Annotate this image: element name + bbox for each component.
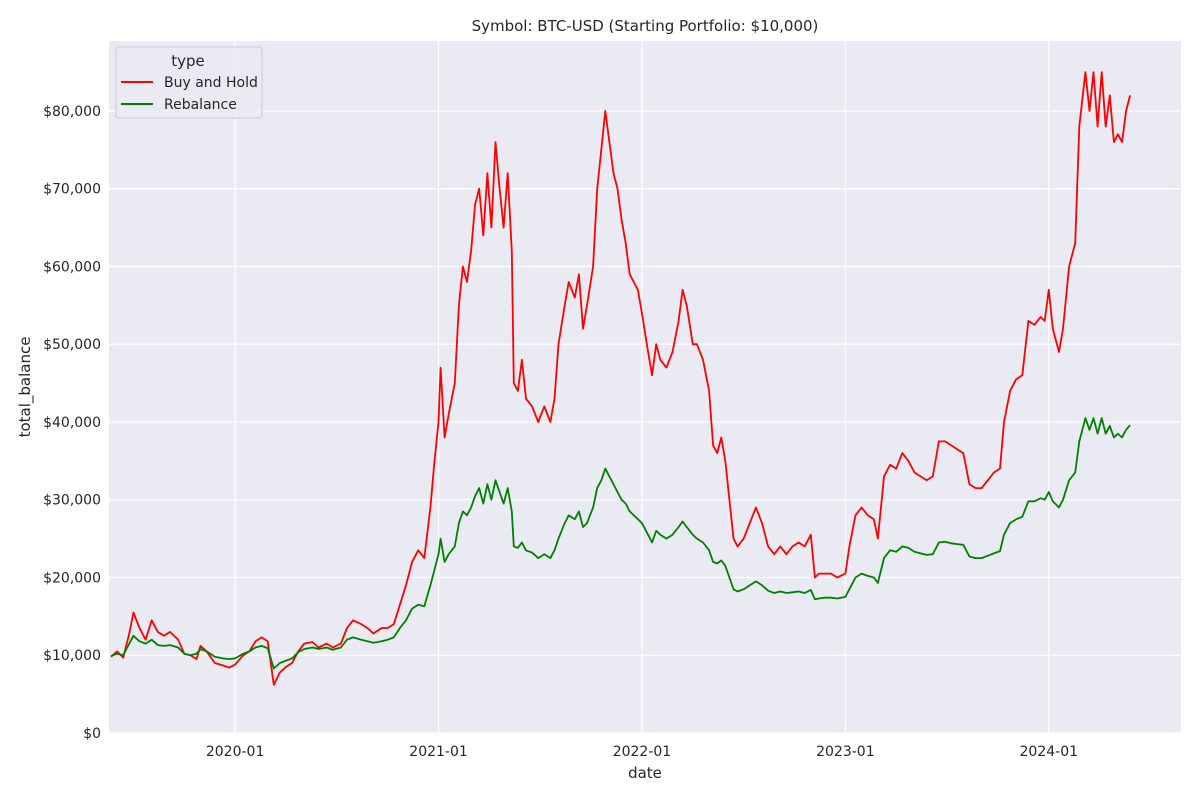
legend: type Buy and Hold Rebalance [115,46,263,119]
legend-title: type [171,52,205,70]
x-axis-label: date [628,764,662,782]
grid-layer [109,41,1181,734]
y-tick-label: $30,000 [43,493,101,509]
x-tick-label: 2024-01 [1020,744,1079,760]
series-layer [110,71,1131,686]
y-tick-label: $50,000 [43,337,101,353]
x-tick-label: 2023-01 [816,744,875,760]
y-tick-label: $20,000 [43,570,101,586]
y-tick-label: $80,000 [43,104,101,120]
x-tick-label: 2021-01 [409,744,468,760]
plot-area [109,41,1181,733]
x-tick-label: 2022-01 [613,744,672,760]
legend-box [115,46,263,119]
series-line-buy-and-hold [110,71,1131,686]
x-tick-label: 2020-01 [206,744,265,760]
y-tick-label: $0 [83,726,101,742]
y-tick-label: $10,000 [43,648,101,664]
y-axis-label: total_balance [16,337,35,438]
y-tick-label: $40,000 [43,415,101,431]
legend-label-rebalance: Rebalance [164,97,237,113]
legend-label-buy-and-hold: Buy and Hold [164,75,258,91]
y-tick-label: $60,000 [43,259,101,275]
y-tick-label: $70,000 [43,182,101,198]
series-line-rebalance [110,417,1131,670]
tick-layer: $0 $10,000 $20,000 $30,000 $40,000 $50,000 $60… [43,104,1078,760]
chart-title: Symbol: BTC-USD (Starting Portfolio: $10… [472,17,819,35]
